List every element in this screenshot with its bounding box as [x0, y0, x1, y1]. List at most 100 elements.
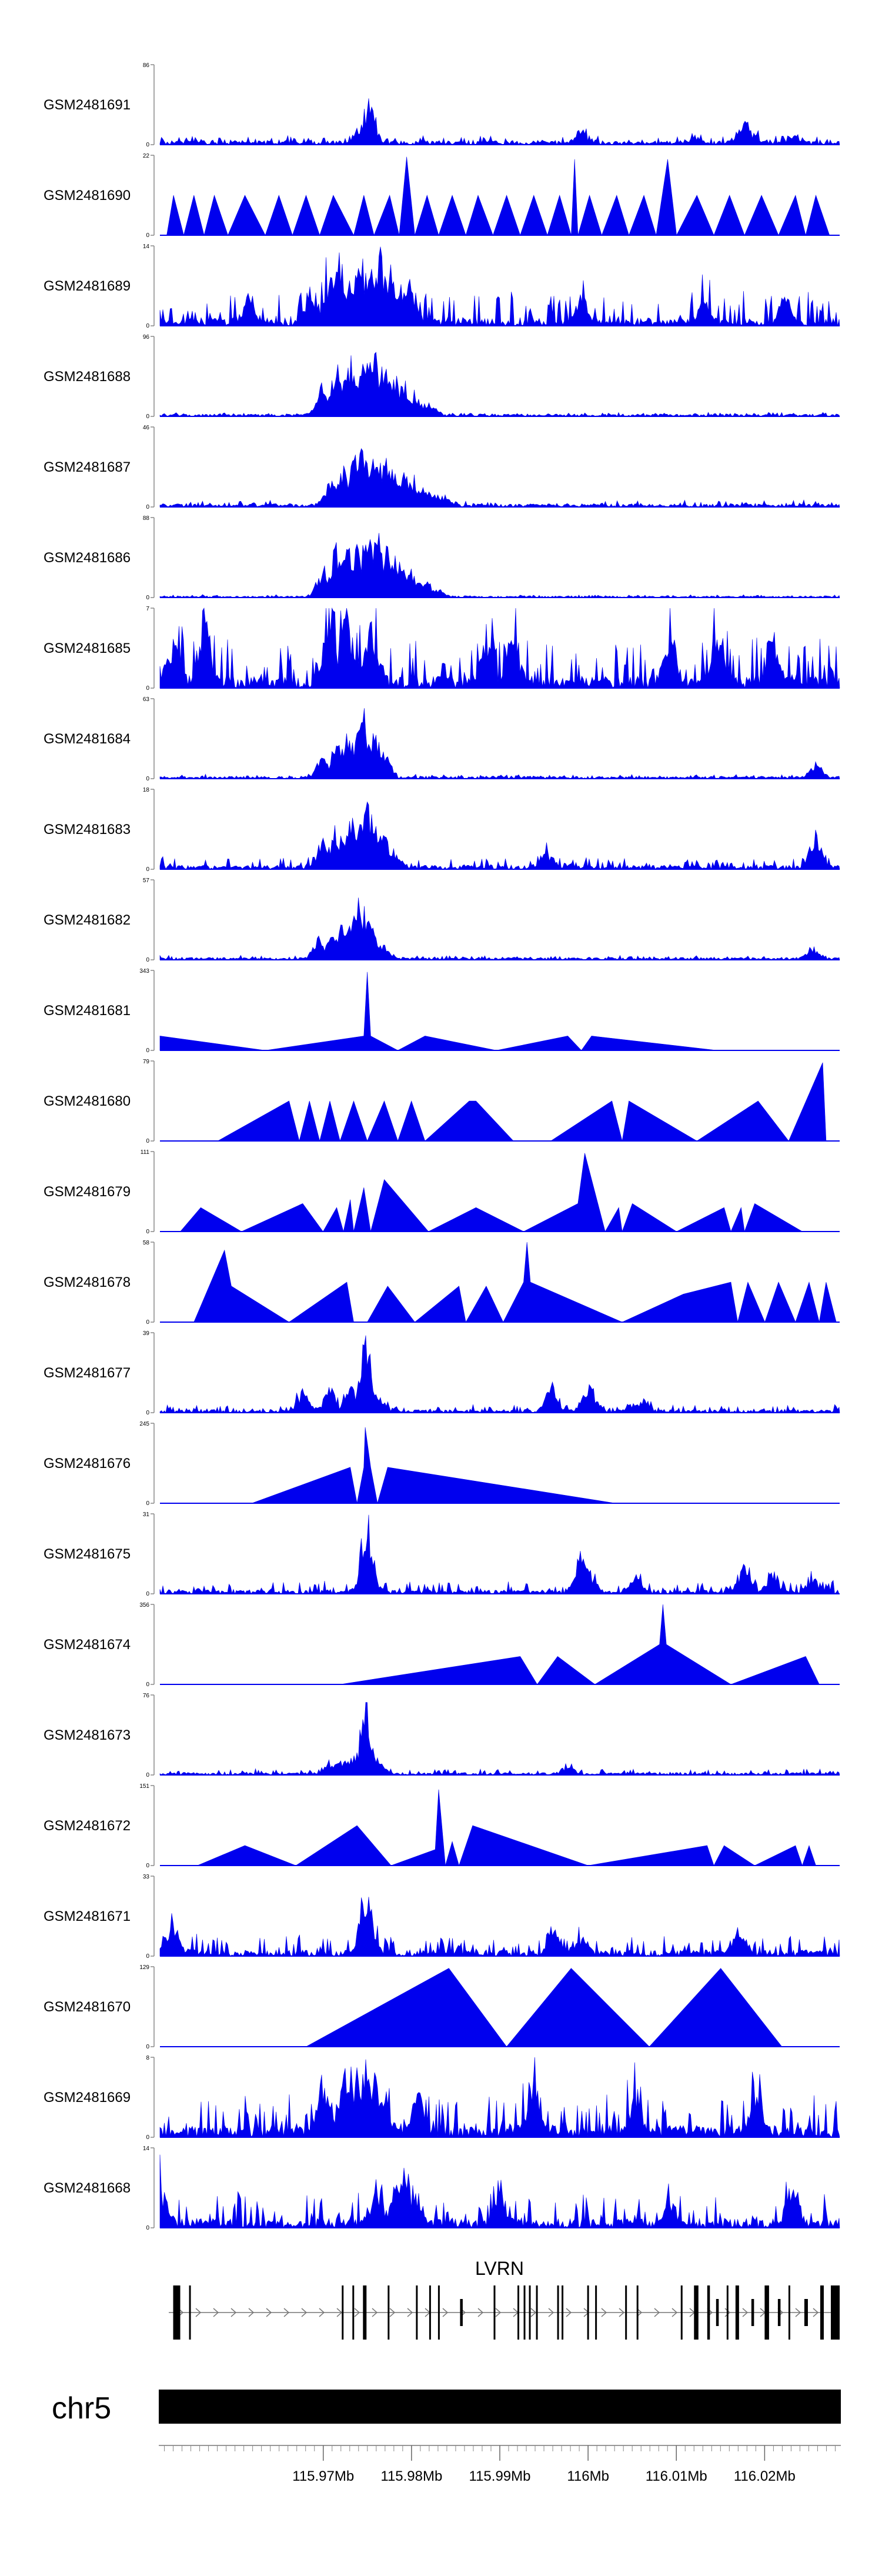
- gene-model-track: LVRN: [169, 2258, 840, 2340]
- y-max-label: 86: [143, 62, 150, 69]
- exon: [387, 2285, 390, 2340]
- track-label: GSM2481685: [44, 640, 131, 656]
- track-label: GSM2481671: [44, 1908, 131, 1924]
- exon: [517, 2285, 520, 2340]
- y-min-label: 0: [146, 1047, 149, 1054]
- y-min-label: 0: [146, 1953, 149, 1960]
- coverage-area: [159, 448, 840, 508]
- strand-arrow: [354, 2308, 360, 2317]
- y-min-label: 0: [146, 142, 149, 148]
- track-GSM2481679: GSM2481679 111 0: [44, 1149, 840, 1235]
- strand-arrow: [601, 2308, 607, 2317]
- y-min-label: 0: [146, 232, 149, 239]
- track-GSM2481690: GSM2481690 22 0: [44, 153, 840, 239]
- coverage-area: [159, 708, 840, 779]
- coverage-area: [159, 1897, 840, 1957]
- track-label: GSM2481674: [44, 1637, 131, 1653]
- y-max-label: 58: [143, 1240, 150, 1246]
- coverage-area: [159, 801, 840, 870]
- y-min-label: 0: [146, 776, 149, 782]
- exon: [735, 2285, 739, 2340]
- strand-arrow: [671, 2308, 678, 2317]
- track-GSM2481676: GSM2481676 245 0: [44, 1421, 840, 1507]
- y-max-label: 343: [139, 968, 149, 975]
- strand-arrow: [407, 2308, 413, 2317]
- track-label: GSM2481672: [44, 1818, 131, 1834]
- genome-axis: 115.97Mb 115.98Mb 115.99Mb 116Mb 116.01Mb 116…: [159, 2445, 841, 2484]
- exon: [562, 2285, 564, 2340]
- chromosome-bar: [159, 2390, 841, 2424]
- strand-arrow: [319, 2308, 325, 2317]
- coverage-area: [217, 1062, 827, 1142]
- exon: [830, 2285, 840, 2340]
- strand-arrow: [654, 2308, 660, 2317]
- track-label: GSM2481681: [44, 1003, 131, 1019]
- coverage-area: [306, 1968, 783, 2047]
- track-label: GSM2481670: [44, 1999, 131, 2015]
- coverage-area: [166, 156, 830, 236]
- coverage-area: [159, 897, 840, 960]
- exon: [707, 2285, 710, 2340]
- track-GSM2481687: GSM2481687 46 0: [44, 425, 840, 510]
- track-GSM2481691: GSM2481691 86 0: [44, 62, 840, 148]
- track-GSM2481682: GSM2481682 57 0: [44, 877, 840, 963]
- y-min-label: 0: [146, 685, 149, 692]
- axis-tick-label: 116Mb: [567, 2468, 609, 2484]
- track-GSM2481680: GSM2481680 79 0: [44, 1059, 840, 1144]
- y-max-label: 18: [143, 787, 150, 793]
- coverage-area: [251, 1427, 616, 1504]
- exon: [764, 2285, 769, 2340]
- exon: [493, 2285, 496, 2340]
- y-max-label: 46: [143, 425, 150, 431]
- track-GSM2481678: GSM2481678 58 0: [44, 1240, 840, 1326]
- axis-tick-label: 115.99Mb: [469, 2468, 531, 2484]
- y-max-label: 22: [143, 153, 150, 159]
- strand-arrow: [813, 2308, 819, 2317]
- y-max-label: 96: [143, 334, 150, 341]
- strand-arrow: [742, 2308, 749, 2317]
- track-GSM2481681: GSM2481681 343 0: [44, 968, 840, 1054]
- y-min-label: 0: [146, 1772, 149, 1778]
- track-GSM2481686: GSM2481686 88 0: [44, 515, 840, 601]
- strand-arrow: [548, 2308, 554, 2317]
- exon: [625, 2285, 627, 2340]
- strand-arrow: [266, 2308, 272, 2317]
- strand-arrow: [336, 2308, 343, 2317]
- y-min-label: 0: [146, 957, 149, 963]
- y-max-label: 245: [139, 1421, 149, 1427]
- y-max-label: 8: [146, 2055, 149, 2061]
- track-label: GSM2481690: [44, 188, 131, 203]
- axis-tick-label: 115.98Mb: [380, 2468, 442, 2484]
- exon: [529, 2285, 531, 2340]
- strand-arrow: [389, 2308, 396, 2317]
- coverage-area: [159, 533, 840, 598]
- track-GSM2481668: GSM2481668 14 0: [44, 2145, 840, 2231]
- track-label: GSM2481689: [44, 278, 131, 294]
- strand-arrow: [477, 2308, 484, 2317]
- y-max-label: 14: [143, 2145, 150, 2152]
- strand-arrow: [230, 2308, 237, 2317]
- gene-body: [169, 2285, 840, 2340]
- coverage-area: [340, 1604, 820, 1685]
- track-GSM2481672: GSM2481672 151 0: [44, 1783, 840, 1869]
- y-max-label: 14: [143, 243, 150, 250]
- strand-arrow: [566, 2308, 572, 2317]
- track-GSM2481673: GSM2481673 76 0: [44, 1693, 840, 1778]
- exon: [352, 2285, 355, 2340]
- y-max-label: 63: [143, 696, 150, 703]
- y-min-label: 0: [146, 1410, 149, 1416]
- coverage-area: [180, 1153, 803, 1232]
- exon: [726, 2285, 729, 2340]
- y-min-label: 0: [146, 413, 149, 420]
- exon: [804, 2299, 808, 2326]
- exon: [587, 2285, 589, 2340]
- y-min-label: 0: [146, 1138, 149, 1144]
- exon: [189, 2285, 191, 2340]
- y-min-label: 0: [146, 1591, 149, 1597]
- y-min-label: 0: [146, 1863, 149, 1869]
- coverage-area: [159, 2057, 840, 2138]
- coverage-area: [159, 352, 840, 417]
- exon: [557, 2285, 559, 2340]
- y-min-label: 0: [146, 504, 149, 510]
